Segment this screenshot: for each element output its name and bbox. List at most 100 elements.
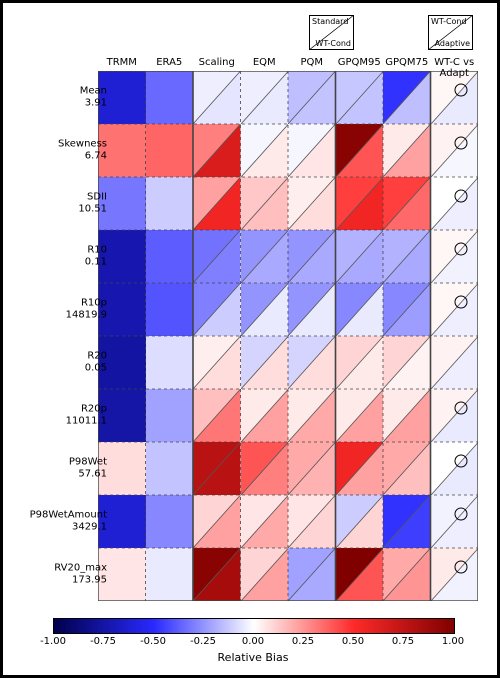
- heatmap-cell: [336, 230, 384, 283]
- colorbar-tick: 0.75: [392, 636, 414, 647]
- heatmap-cell: [193, 230, 241, 283]
- significance-marker: [455, 454, 468, 467]
- significance-marker: [455, 242, 468, 255]
- heatmap-cell: [336, 177, 384, 230]
- heatmap-cell: [193, 177, 241, 230]
- column-label: ERA5: [156, 57, 182, 68]
- row-label: RV20_max173.95: [54, 562, 107, 587]
- heatmap-cell: [383, 230, 431, 283]
- colorbar-tick: 0.25: [292, 636, 314, 647]
- colorbar-tick: -0.75: [90, 636, 116, 647]
- heatmap-cell: [193, 442, 241, 495]
- significance-marker: [455, 295, 468, 308]
- heatmap-plot: [98, 71, 478, 601]
- heatmap-cell: [383, 495, 431, 548]
- heatmap-cell: [336, 442, 384, 495]
- colorbar-tick: -1.00: [40, 636, 66, 647]
- colorbar-tick: 0.50: [342, 636, 364, 647]
- heatmap-cell: [383, 442, 431, 495]
- heatmap-cell: [431, 230, 479, 283]
- column-label: PQM: [300, 57, 323, 68]
- heatmap-cell: [241, 177, 289, 230]
- heatmap-cell: [241, 389, 289, 442]
- figure-frame: Relative Bias TRMM ERA5 Scaling EQM PQM GPQM9…: [0, 0, 500, 678]
- legend-box: StandardWT-Cond: [309, 15, 354, 50]
- row-label: P98Wet57.61: [69, 456, 107, 481]
- heatmap-cell: [146, 495, 194, 548]
- heatmap-cell: [146, 71, 194, 124]
- heatmap-cell: [241, 548, 289, 601]
- colorbar: [53, 618, 455, 634]
- colorbar-tick: -0.50: [140, 636, 166, 647]
- heatmap-cell: [193, 336, 241, 389]
- legend-box: WT-CondAdaptive: [428, 15, 473, 50]
- heatmap-cell: [193, 548, 241, 601]
- row-label: R200.05: [85, 350, 107, 375]
- column-label: TRMM: [107, 57, 137, 68]
- heatmap-cell: [383, 336, 431, 389]
- heatmap-cell: [383, 548, 431, 601]
- heatmap-cell: [288, 230, 336, 283]
- heatmap-cell: [241, 71, 289, 124]
- heatmap-cell: [193, 283, 241, 336]
- significance-marker: [455, 560, 468, 573]
- heatmap-cell: [336, 389, 384, 442]
- heatmap-cell: [146, 336, 194, 389]
- heatmap-cell: [336, 548, 384, 601]
- heatmap-cell: [288, 442, 336, 495]
- heatmap-cell: [146, 548, 194, 601]
- heatmap-cell: [146, 177, 194, 230]
- heatmap-cell: [241, 124, 289, 177]
- heatmap-cell: [336, 336, 384, 389]
- heatmap-cell: [431, 548, 479, 601]
- heatmap-cell: [431, 177, 479, 230]
- row-label: R20p11011.1: [66, 403, 107, 428]
- column-label: WT-C vs Adapt: [433, 57, 476, 79]
- heatmap-cell: [383, 124, 431, 177]
- heatmap-cell: [146, 230, 194, 283]
- heatmap-cell: [288, 177, 336, 230]
- heatmap-cell: [288, 389, 336, 442]
- heatmap-cell: [383, 283, 431, 336]
- heatmap-cell: [288, 283, 336, 336]
- heatmap-cell: [241, 230, 289, 283]
- heatmap-cell: [288, 495, 336, 548]
- heatmap-cell: [193, 389, 241, 442]
- colorbar-tick: -0.25: [190, 636, 216, 647]
- row-label: Mean3.91: [80, 85, 107, 110]
- row-label: SDII10.51: [78, 191, 107, 216]
- heatmap-cell: [193, 124, 241, 177]
- colorbar-tick: 0.00: [242, 636, 264, 647]
- significance-marker: [455, 136, 468, 149]
- colorbar-label: Relative Bias: [218, 651, 289, 664]
- heatmap-cell: [288, 71, 336, 124]
- heatmap-cell: [336, 495, 384, 548]
- heatmap-cell: [193, 495, 241, 548]
- heatmap-cell: [336, 124, 384, 177]
- heatmap-cell: [383, 177, 431, 230]
- row-label: Skewness6.74: [58, 138, 107, 163]
- row-label: R10p14819.9: [66, 297, 107, 322]
- heatmap-cell: [288, 124, 336, 177]
- heatmap-cell: [241, 495, 289, 548]
- heatmap-cell: [241, 442, 289, 495]
- heatmap-cell: [146, 442, 194, 495]
- heatmap-cell: [336, 283, 384, 336]
- heatmap-cell: [383, 389, 431, 442]
- heatmap-cell: [288, 336, 336, 389]
- significance-marker: [455, 83, 468, 96]
- column-label: GPQM95: [338, 57, 381, 68]
- heatmap-cell: [146, 389, 194, 442]
- significance-marker: [455, 401, 468, 414]
- significance-marker: [455, 507, 468, 520]
- column-label: EQM: [253, 57, 276, 68]
- row-label: R100.11: [85, 244, 107, 269]
- heatmap-cell: [431, 336, 479, 389]
- column-label: Scaling: [199, 57, 235, 68]
- column-label: GPQM75: [385, 57, 428, 68]
- heatmap-cell: [431, 124, 479, 177]
- heatmap-cell: [193, 71, 241, 124]
- significance-marker: [455, 189, 468, 202]
- heatmap-cell: [241, 336, 289, 389]
- heatmap-cell: [288, 548, 336, 601]
